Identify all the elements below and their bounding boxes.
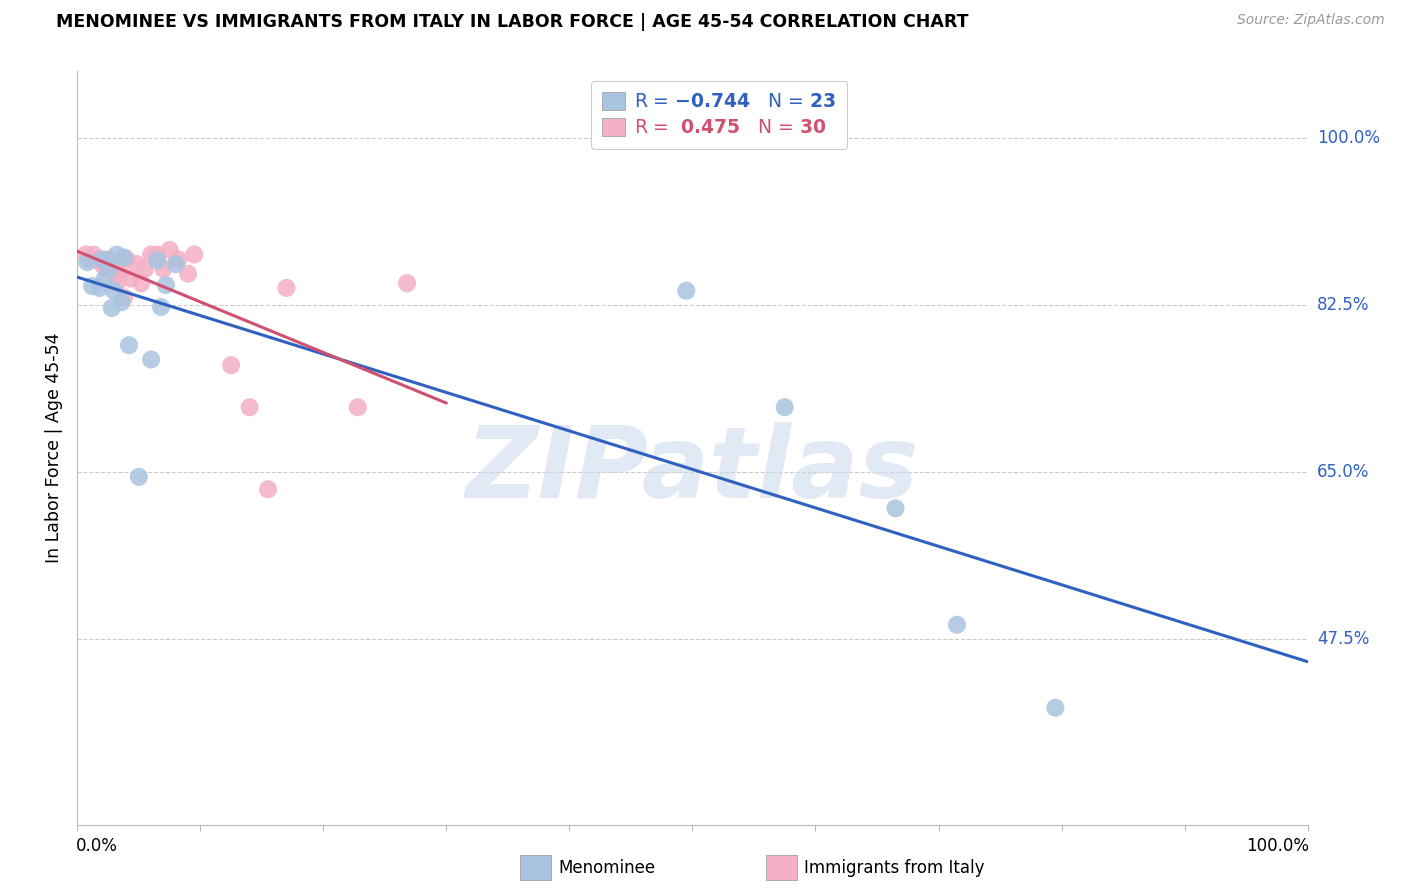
Point	[675, 284, 697, 298]
Point	[111, 295, 132, 310]
Point	[177, 267, 200, 281]
Point	[150, 300, 173, 314]
Point	[101, 301, 124, 315]
Point	[82, 279, 104, 293]
Point	[115, 252, 138, 267]
Point	[98, 261, 121, 276]
Point	[125, 257, 148, 271]
Point	[110, 267, 132, 281]
Point	[112, 291, 135, 305]
Point	[93, 272, 115, 286]
Point	[94, 261, 117, 276]
Text: 65.0%: 65.0%	[1317, 463, 1369, 481]
Point	[128, 470, 150, 484]
Point	[396, 276, 419, 290]
Point	[103, 267, 125, 281]
Point	[87, 252, 110, 267]
Point	[167, 252, 190, 267]
Point	[239, 401, 262, 415]
Point	[97, 252, 120, 267]
Point	[90, 257, 114, 271]
Legend: R = $\mathbf{-0.744}$   N = $\mathbf{23}$, R =  $\mathbf{0.475}$   N = $\mathbf{: R = $\mathbf{-0.744}$ N = $\mathbf{23}$,…	[591, 81, 848, 149]
Text: ZIPatlas: ZIPatlas	[465, 422, 920, 519]
Point	[884, 501, 907, 516]
Point	[159, 243, 181, 257]
Text: 82.5%: 82.5%	[1317, 296, 1369, 314]
Point	[105, 276, 128, 290]
Point	[76, 255, 98, 269]
Point	[89, 281, 111, 295]
Point	[103, 284, 125, 298]
Point	[82, 247, 104, 261]
Point	[257, 482, 280, 496]
Point	[276, 281, 298, 295]
Point	[141, 352, 163, 367]
Point	[129, 276, 153, 290]
Point	[141, 247, 163, 261]
Point	[1045, 700, 1067, 714]
Point	[219, 358, 242, 372]
Point	[183, 247, 205, 261]
Point	[134, 261, 156, 276]
Point	[146, 253, 169, 268]
Text: Source: ZipAtlas.com: Source: ZipAtlas.com	[1237, 13, 1385, 28]
Point	[155, 278, 177, 293]
Point	[105, 247, 128, 261]
Y-axis label: In Labor Force | Age 45-54: In Labor Force | Age 45-54	[45, 333, 63, 564]
Point	[112, 251, 135, 265]
Point	[152, 261, 174, 276]
Text: Immigrants from Italy: Immigrants from Italy	[804, 859, 984, 877]
Point	[75, 247, 97, 261]
Text: 0.0%: 0.0%	[76, 837, 118, 855]
Point	[773, 401, 796, 415]
Text: Menominee: Menominee	[558, 859, 655, 877]
Text: 100.0%: 100.0%	[1317, 129, 1381, 147]
Point	[79, 252, 101, 267]
Text: MENOMINEE VS IMMIGRANTS FROM ITALY IN LABOR FORCE | AGE 45-54 CORRELATION CHART: MENOMINEE VS IMMIGRANTS FROM ITALY IN LA…	[56, 13, 969, 31]
Point	[120, 271, 142, 285]
Text: 100.0%: 100.0%	[1246, 837, 1309, 855]
Point	[100, 257, 122, 271]
Point	[347, 401, 370, 415]
Text: 47.5%: 47.5%	[1317, 630, 1369, 648]
Point	[165, 257, 187, 271]
Point	[90, 252, 114, 267]
Point	[946, 617, 969, 632]
Point	[146, 247, 169, 261]
Point	[118, 338, 141, 352]
